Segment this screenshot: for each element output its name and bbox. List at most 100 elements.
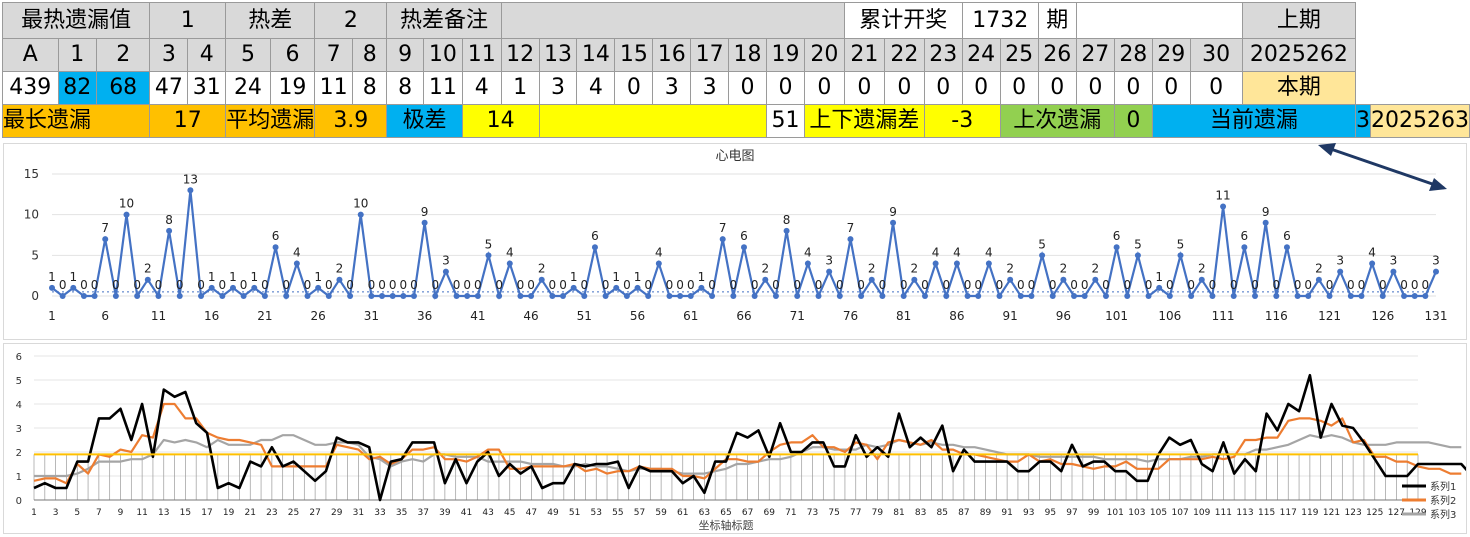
- chart-title: 心电图: [715, 149, 754, 164]
- data-label: 4: [293, 245, 301, 259]
- data-label: 4: [953, 245, 961, 259]
- data-label: 10: [119, 197, 134, 211]
- data-label: 0: [623, 278, 631, 292]
- x-tick-label: 125: [1366, 508, 1383, 518]
- column-value: 0: [728, 71, 767, 105]
- data-point: [1081, 293, 1088, 299]
- data-point: [1358, 293, 1365, 299]
- data-point: [219, 293, 226, 299]
- data-point: [91, 293, 98, 299]
- data-label: 0: [549, 278, 557, 292]
- x-tick-label: 7: [96, 508, 102, 518]
- data-label: 0: [112, 278, 120, 292]
- data-point: [741, 244, 747, 251]
- data-point: [49, 284, 55, 291]
- data-label: 5: [1177, 237, 1185, 251]
- range-fill: [538, 104, 768, 138]
- updown-diff-value: -3: [923, 104, 1001, 138]
- column-value: 0: [1151, 71, 1191, 105]
- data-label: 6: [591, 229, 599, 243]
- data-point: [442, 268, 449, 275]
- data-point: [155, 293, 162, 299]
- data-label: 0: [495, 278, 503, 292]
- trend-chart: 0 1 2 3 4 5 6 1 3 5 7 9 11 13 15 17 19 21 23 25 27 29 31 33 35 37…: [3, 343, 1470, 534]
- x-tick-label: 45: [504, 508, 515, 518]
- x-tick-label: 117: [1280, 508, 1297, 518]
- data-label: 0: [1422, 278, 1430, 292]
- data-point: [1177, 252, 1184, 259]
- series-line-1: [33, 373, 1470, 502]
- data-point: [485, 252, 492, 259]
- data-point: [59, 293, 66, 299]
- x-tick-label: 29: [331, 508, 343, 518]
- column-value: 11: [314, 71, 354, 105]
- x-tick-label: 99: [1088, 508, 1100, 518]
- data-label: 6: [1241, 229, 1249, 243]
- data-point: [474, 293, 481, 299]
- data-label: 1: [1155, 270, 1163, 284]
- data-label: 0: [676, 278, 684, 292]
- data-point: [783, 227, 790, 234]
- data-label: 0: [1209, 278, 1217, 292]
- x-tick-label: 111: [1212, 309, 1235, 323]
- column-value: 82: [57, 71, 98, 105]
- data-label: 2: [1060, 262, 1068, 276]
- data-point: [879, 293, 886, 299]
- data-label: 0: [1049, 278, 1057, 292]
- data-point: [687, 293, 694, 299]
- x-tick-label: 51: [577, 309, 592, 323]
- data-label: 4: [1368, 245, 1376, 259]
- column-header: 28: [1113, 38, 1153, 72]
- data-point: [602, 293, 609, 299]
- data-point: [815, 293, 822, 299]
- column-header: 24: [961, 38, 1001, 72]
- data-point: [921, 293, 928, 299]
- column-header: 17: [690, 38, 730, 72]
- data-label: 6: [272, 229, 280, 243]
- column-value: 11: [422, 71, 463, 105]
- data-label: 8: [165, 213, 173, 227]
- data-label: 0: [474, 278, 482, 292]
- data-label: 1: [250, 270, 258, 284]
- x-tick-label: 71: [785, 508, 796, 518]
- x-tick-label: 103: [1128, 508, 1145, 518]
- x-tick-label: 106: [1158, 309, 1181, 323]
- x-tick-label: 123: [1345, 508, 1362, 518]
- x-tick-label: 13: [158, 508, 169, 518]
- data-label: 0: [708, 278, 716, 292]
- data-label: 2: [1198, 262, 1206, 276]
- data-label: 0: [197, 278, 205, 292]
- y-tick-label: 3: [16, 424, 22, 435]
- data-label: 10: [353, 197, 368, 211]
- x-tick-label: 75: [828, 508, 839, 518]
- data-point: [1433, 268, 1439, 275]
- x-tick-label: 16: [204, 309, 219, 323]
- column-header: 8: [352, 38, 388, 72]
- data-label: 0: [325, 278, 333, 292]
- column-header: 27: [1075, 38, 1115, 72]
- x-tick-label: 121: [1323, 508, 1340, 518]
- updown-diff-label: 上下遗漏差: [803, 104, 925, 138]
- data-label: 0: [1326, 278, 1334, 292]
- data-point: [432, 293, 439, 299]
- data-point: [985, 260, 992, 267]
- x-tick-label: 3: [53, 508, 59, 518]
- data-label: 0: [964, 278, 972, 292]
- data-label: 1: [229, 270, 237, 284]
- y-tick-label: 15: [24, 167, 39, 181]
- column-header: 23: [923, 38, 963, 72]
- data-point: [368, 293, 375, 299]
- data-label: 1: [48, 270, 56, 284]
- x-tick-label: 69: [764, 508, 776, 518]
- data-label: 5: [1134, 237, 1142, 251]
- y-tick-label: 5: [16, 376, 22, 387]
- column-header: 20: [803, 38, 845, 72]
- data-point: [1156, 284, 1163, 291]
- data-label: 0: [580, 278, 588, 292]
- x-tick-label: 11: [151, 309, 166, 323]
- data-point: [613, 284, 620, 291]
- x-tick-label: 56: [630, 309, 645, 323]
- data-label: 4: [506, 245, 514, 259]
- data-label: 9: [889, 205, 897, 219]
- current-period-number: 2025263: [1370, 104, 1470, 138]
